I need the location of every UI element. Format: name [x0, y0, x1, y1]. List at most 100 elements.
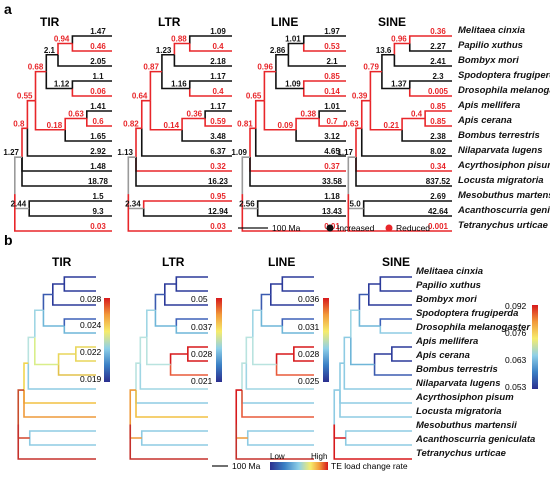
branch-label-ltr-n5: 0.4 — [212, 87, 224, 96]
colorbar-sine: 0.092 0.076 0.063 0.053 — [505, 301, 538, 392]
branch-ltr-n9 — [140, 128, 232, 157]
branch-ltr-i8 — [135, 127, 142, 158]
colorbar-line-tick-1: 0.036 — [298, 294, 320, 304]
tree-a-line: 1.97 0.53 2.1 0.85 0.14 1.01 0.7 3.12 4.65 0.37 33… — [231, 27, 346, 232]
species-a-6: Apis mellifera — [457, 100, 520, 111]
branch-label-sine-n4: 2.3 — [432, 72, 444, 81]
rate-branch-ltr-n14 — [129, 424, 208, 460]
rate-branch-tir-i9 — [17, 389, 24, 425]
rate-branch-tir-i8 — [23, 362, 29, 391]
species-a-5: Drosophila melanogaster — [458, 85, 550, 96]
branch-tir-i7 — [26, 99, 36, 129]
branch-sine-n12 — [362, 200, 452, 209]
branch-label-ltr-n9: 6.37 — [210, 147, 226, 156]
rate-branch-ltr-i2 — [154, 293, 165, 311]
rate-branch-ltr-i1 — [164, 283, 177, 295]
species-a-11: Locusta migratoria — [458, 175, 544, 186]
branch-label-sine-i9: 1.17 — [337, 148, 353, 157]
branch-label-sine-i8: 0.63 — [343, 119, 359, 128]
branch-label-sine-i10: 5.0 — [350, 200, 362, 209]
rate-branch-line-i10 — [235, 424, 248, 439]
branch-ltr-i1 — [173, 42, 190, 55]
rate-branch-sine-n5 — [379, 326, 412, 334]
branch-label-line-n9: 4.65 — [324, 147, 340, 156]
tree-b-sine — [333, 276, 412, 460]
rate-branch-line-n4 — [281, 318, 314, 326]
species-b-14: Tetranychus urticae — [416, 448, 507, 459]
branch-label-line-i1: 1.01 — [285, 35, 301, 44]
species-b-2: Papilio xuthus — [416, 280, 481, 291]
branch-label-tir-n7: 0.6 — [92, 117, 104, 126]
branch-label-line-i3: 1.09 — [285, 80, 301, 89]
rate-branch-tir-n10 — [23, 390, 96, 404]
branch-ltr-n4 — [188, 80, 232, 89]
rate-branch-tir-i7 — [27, 336, 35, 364]
branch-ltr-n13 — [142, 208, 232, 217]
branch-label-tir-n5: 0.06 — [90, 87, 106, 96]
branch-label-line-i9: 1.09 — [231, 148, 247, 157]
branch-label-tir-n14: 0.03 — [90, 222, 106, 231]
branch-tir-n6 — [86, 110, 112, 119]
branch-sine-n2 — [408, 43, 452, 52]
rate-branch-line-n5 — [281, 326, 314, 334]
panel-label-b: b — [4, 232, 13, 248]
branch-label-line-i5: 0.38 — [301, 110, 317, 119]
branch-line-n4 — [302, 80, 346, 89]
legend-a: 100 Ma Increased Reduced — [238, 223, 430, 233]
branch-line-i6 — [263, 100, 297, 131]
branch-label-tir-n11: 18.78 — [88, 177, 109, 186]
branch-line-i5 — [295, 117, 320, 130]
branch-tir-n12 — [28, 200, 112, 209]
colorbar-tir-tick-4: 0.019 — [80, 374, 102, 384]
species-a-7: Apis cerana — [457, 115, 512, 126]
rate-branch-ltr-n10 — [135, 390, 208, 404]
rate-branch-tir-i6 — [34, 337, 59, 366]
colorbar-line: 0.036 0.031 0.028 0.025 — [298, 294, 329, 386]
branch-label-tir-n12: 1.5 — [92, 192, 104, 201]
rate-branch-ltr-n12 — [140, 430, 208, 438]
branch-label-ltr-i4: 0.87 — [143, 63, 159, 72]
rate-branch-line-n12 — [246, 430, 314, 438]
branch-line-n7 — [318, 118, 346, 127]
rate-branch-line-n13 — [246, 438, 314, 446]
branch-label-sine-n5: 0.005 — [428, 87, 449, 96]
branch-label-tir-i2: 2.1 — [44, 46, 56, 55]
rate-branch-line-i9 — [235, 389, 242, 425]
branch-label-tir-n1: 1.47 — [90, 27, 106, 36]
branch-tir-i9 — [14, 156, 22, 195]
legend-rate-gradient — [270, 462, 328, 470]
branch-label-sine-i1: 0.96 — [391, 35, 407, 44]
branch-label-sine-i4: 0.79 — [363, 63, 379, 72]
species-b-8: Bombus terrestris — [416, 364, 498, 375]
rate-branch-sine-n13 — [344, 438, 412, 446]
species-a-9: Nilaparvata lugens — [458, 145, 542, 156]
title-a-tir: TIR — [40, 15, 60, 29]
species-b-11: Locusta migratoria — [416, 406, 502, 417]
branch-tir-n2 — [71, 43, 112, 52]
rate-branch-ltr-i5 — [169, 353, 188, 365]
rate-branch-tir-i5 — [57, 353, 76, 365]
rate-branch-sine-i2 — [358, 293, 369, 311]
branch-label-line-n1: 1.97 — [324, 27, 340, 36]
rate-branch-tir-n4 — [63, 318, 96, 326]
branch-sine-n5 — [408, 88, 452, 97]
branch-tir-i5 — [64, 117, 87, 130]
branch-ltr-n8 — [181, 129, 232, 142]
species-b-3: Bombyx mori — [416, 294, 477, 305]
branch-label-tir-i9: 1.27 — [3, 148, 19, 157]
branch-label-sine-n1: 0.36 — [430, 27, 446, 36]
branch-ltr-n6 — [204, 110, 232, 119]
branch-sine-n8 — [401, 129, 452, 142]
scale-label-b: 100 Ma — [232, 461, 261, 471]
species-a-4: Spodoptera frugiperda — [458, 70, 550, 81]
rate-branch-line-n8 — [275, 364, 314, 376]
species-a-3: Bombyx mori — [458, 55, 519, 66]
branch-label-line-n5: 0.14 — [324, 87, 340, 96]
branch-label-tir-i5: 0.63 — [68, 110, 84, 119]
rate-branch-sine-n9 — [343, 363, 412, 390]
branch-label-ltr-i10: 2.34 — [125, 200, 141, 209]
branch-label-tir-n9: 2.92 — [90, 147, 106, 156]
rate-branch-sine-i4 — [350, 309, 360, 338]
panel-a-trees: 1.47 0.46 2.05 1.1 0.06 1.41 0.6 1.65 2.92 1.48 18… — [3, 27, 452, 232]
branch-label-ltr-n14: 0.03 — [210, 222, 226, 231]
